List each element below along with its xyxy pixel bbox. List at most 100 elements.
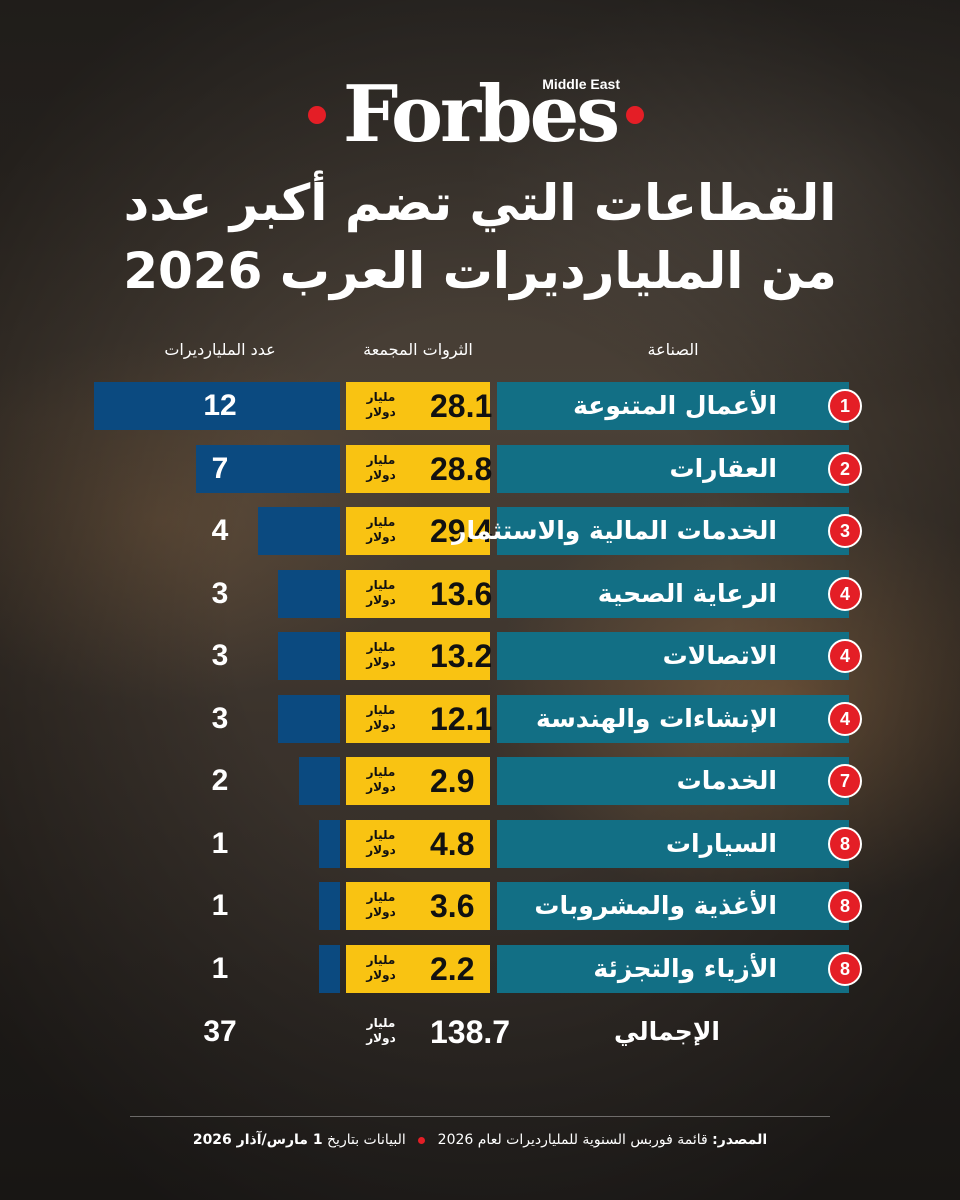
footer-separator-dot xyxy=(418,1136,426,1144)
count-bar xyxy=(196,445,340,493)
sector-box: الأزياء والتجزئة xyxy=(497,945,849,993)
wealth-box: مليار دولار 28.1 xyxy=(346,382,493,430)
count-bar xyxy=(319,945,340,993)
wealth-unit: مليار دولار xyxy=(366,578,396,607)
chart-row: 7 مليار دولار 28.8 العقارات 2 xyxy=(0,445,960,493)
wealth-value: 28.1 xyxy=(430,388,493,424)
chart-row: 1 مليار دولار 4.8 السيارات 8 xyxy=(0,820,960,868)
wealth-value: 28.8 xyxy=(430,451,493,487)
column-header-count: عدد المليارديرات xyxy=(164,340,276,359)
rank-badge: 3 xyxy=(828,514,862,548)
rank-badge: 2 xyxy=(828,452,862,486)
column-header-sector: الصناعة xyxy=(647,340,699,359)
count-label: 7 xyxy=(211,452,229,485)
count-label: 3 xyxy=(211,639,229,672)
chart-row: 3 مليار دولار 13.2 الاتصالات 4 xyxy=(0,632,960,680)
column-header-wealth: الثروات المجمعة xyxy=(363,340,473,359)
logo-wordmark: Forbes xyxy=(342,69,620,160)
sector-box: الاتصالات xyxy=(497,632,849,680)
wealth-unit: مليار دولار xyxy=(366,390,396,419)
count-bar xyxy=(94,382,340,430)
chart-row: 3 مليار دولار 12.1 الإنشاءات والهندسة 4 xyxy=(0,695,960,743)
date-value: 1 مارس/آذار 2026 xyxy=(192,1132,323,1148)
wealth-value: 13.6 xyxy=(430,576,493,612)
rank-badge: 4 xyxy=(828,577,862,611)
rank-badge: 1 xyxy=(828,389,862,423)
total-wealth-value: 138.7 xyxy=(430,1014,511,1050)
wealth-box: مليار دولار 29.4 xyxy=(346,507,493,555)
rank-badge: 8 xyxy=(828,889,862,923)
footer-divider xyxy=(130,1116,830,1117)
sector-box: الإنشاءات والهندسة xyxy=(497,695,849,743)
wealth-unit: مليار دولار xyxy=(366,453,396,482)
rank-badge: 7 xyxy=(828,764,862,798)
sector-name: الاتصالات xyxy=(662,641,777,670)
count-bar xyxy=(258,507,340,555)
title-line-1: القطاعات التي تضم أكبر عدد xyxy=(123,174,837,232)
footer-source: المصدر: قائمة فوربس السنوية للمليارديرات… xyxy=(130,1128,830,1152)
sector-box: الخدمات المالية والاستثمار xyxy=(452,507,849,555)
wealth-unit: مليار دولار xyxy=(366,890,396,919)
sector-name: الإنشاءات والهندسة xyxy=(536,704,777,733)
count-label: 4 xyxy=(211,514,229,547)
count-bar xyxy=(278,570,340,618)
chart-row: 3 مليار دولار 13.6 الرعاية الصحية 4 xyxy=(0,570,960,618)
total-wealth-cell: مليار دولار 138.7 xyxy=(346,1008,511,1056)
chart-row: 1 مليار دولار 3.6 الأغذية والمشروبات 8 xyxy=(0,882,960,930)
chart-row: 2 مليار دولار 2.9 الخدمات 7 xyxy=(0,757,960,805)
count-bar xyxy=(278,632,340,680)
sector-name: الرعاية الصحية xyxy=(597,579,777,608)
source-text: قائمة فوربس السنوية للمليارديرات لعام 20… xyxy=(437,1132,708,1148)
wealth-unit: مليار دولار xyxy=(366,828,396,857)
sector-box: الأعمال المتنوعة xyxy=(497,382,849,430)
wealth-box: مليار دولار 2.9 xyxy=(346,757,490,805)
sector-name: الخدمات xyxy=(676,766,777,795)
rank-badge: 4 xyxy=(828,639,862,673)
rank-badge: 8 xyxy=(828,827,862,861)
wealth-value: 12.1 xyxy=(430,701,493,737)
sector-box: العقارات xyxy=(497,445,849,493)
wealth-unit: مليار دولار xyxy=(366,640,396,669)
wealth-value: 3.6 xyxy=(430,888,475,924)
wealth-box: مليار دولار 2.2 xyxy=(346,945,490,993)
sector-box: السيارات xyxy=(497,820,849,868)
logo-dot-right xyxy=(626,106,644,124)
wealth-value: 13.2 xyxy=(430,638,493,674)
wealth-value: 2.2 xyxy=(430,951,475,987)
rank-badge: 4 xyxy=(828,702,862,736)
logo-dot-left xyxy=(308,106,326,124)
sector-name: السيارات xyxy=(665,829,777,858)
wealth-box: مليار دولار 12.1 xyxy=(346,695,493,743)
wealth-box: مليار دولار 4.8 xyxy=(346,820,490,868)
title-line-2: من المليارديرات العرب 2026 xyxy=(123,242,837,300)
count-bar xyxy=(319,882,340,930)
chart-row: 1 مليار دولار 2.2 الأزياء والتجزئة 8 xyxy=(0,945,960,993)
rank-badge: 8 xyxy=(828,952,862,986)
wealth-box: مليار دولار 3.6 xyxy=(346,882,490,930)
count-label: 1 xyxy=(211,889,229,922)
count-bar xyxy=(319,820,340,868)
logo-edition: Middle East xyxy=(542,76,620,92)
total-row: 37 مليار دولار 138.7 الإجمالي xyxy=(0,1008,960,1056)
count-bar xyxy=(299,757,340,805)
sector-name: الأغذية والمشروبات xyxy=(534,891,777,920)
sector-name: الأزياء والتجزئة xyxy=(593,954,777,983)
wealth-value: 29.4 xyxy=(430,513,493,549)
source-label: المصدر: xyxy=(712,1132,768,1148)
count-label: 3 xyxy=(211,577,229,610)
count-label: 1 xyxy=(211,952,229,985)
wealth-unit: مليار دولار xyxy=(366,953,396,982)
wealth-value: 2.9 xyxy=(430,763,475,799)
count-label: 1 xyxy=(211,827,229,860)
wealth-box: مليار دولار 13.2 xyxy=(346,632,493,680)
date-text: البيانات بتاريخ xyxy=(327,1132,406,1148)
sector-name: العقارات xyxy=(669,454,777,483)
sector-box: الأغذية والمشروبات xyxy=(497,882,849,930)
wealth-unit: مليار دولار xyxy=(366,703,396,732)
total-label: الإجمالي xyxy=(613,1017,720,1046)
count-label: 2 xyxy=(211,764,229,797)
total-count: 37 xyxy=(203,1015,237,1048)
sector-box: الخدمات xyxy=(497,757,849,805)
wealth-unit: مليار دولار xyxy=(366,515,396,544)
wealth-box: مليار دولار 13.6 xyxy=(346,570,493,618)
